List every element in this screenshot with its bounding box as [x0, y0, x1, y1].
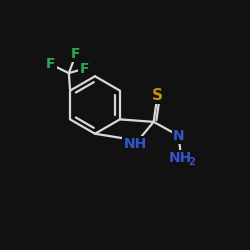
- Text: F: F: [46, 58, 56, 71]
- Text: NH: NH: [123, 138, 146, 151]
- Text: N: N: [173, 128, 184, 142]
- Text: S: S: [152, 88, 163, 103]
- Text: 2: 2: [188, 157, 195, 167]
- Text: NH: NH: [168, 151, 192, 165]
- Text: F: F: [71, 48, 81, 61]
- Text: F: F: [80, 62, 89, 76]
